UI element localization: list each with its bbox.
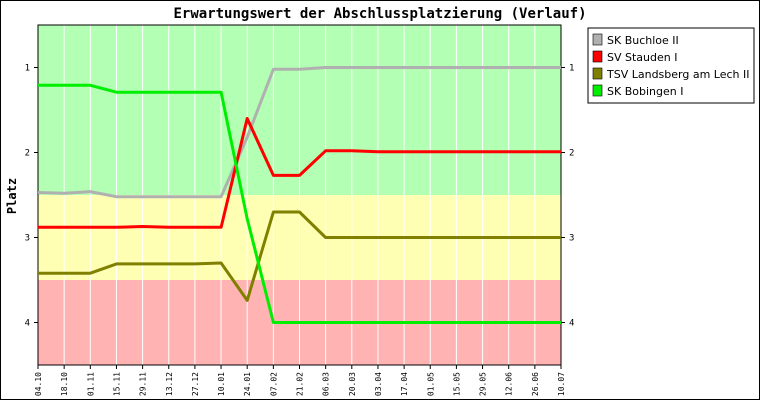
x-tick-label: 29.11 xyxy=(139,372,148,396)
legend-swatch xyxy=(592,33,603,46)
series-line-1 xyxy=(38,117,561,229)
x-tick-label: 12.06 xyxy=(505,372,514,396)
legend-swatch xyxy=(592,84,603,97)
y-tick-label-left: 2 xyxy=(25,149,30,159)
x-axis-ticks: 04.10 18.10 01.11 15.11 29.11 13.12 27.12 10.01… xyxy=(34,365,566,396)
series-line-3 xyxy=(38,83,561,324)
x-tick-label: 21.02 xyxy=(296,372,305,396)
legend: SK Buchloe II SV Stauden I TSV Landsberg a… xyxy=(587,27,755,104)
y-axis-ticks: 1 1 2 2 3 3 4 4 xyxy=(25,64,575,329)
x-tick-label: 03.04 xyxy=(374,372,383,396)
series-lines xyxy=(37,66,561,324)
x-tick-label: 06.03 xyxy=(322,372,331,396)
x-tick-label: 07.02 xyxy=(269,372,278,396)
y-tick-label-right: 2 xyxy=(569,149,574,159)
y-tick-label-right: 4 xyxy=(569,319,574,329)
x-tick-label: 01.11 xyxy=(86,372,95,396)
y-tick-label-right: 1 xyxy=(569,64,574,74)
x-tick-label: 27.12 xyxy=(191,372,200,396)
x-tick-label: 01.05 xyxy=(426,372,435,396)
x-tick-label: 10.07 xyxy=(557,372,566,396)
x-tick-label: 17.04 xyxy=(400,372,409,396)
legend-swatch xyxy=(592,67,603,80)
x-tick-label: 13.12 xyxy=(165,372,174,396)
x-tick-label: 10.01 xyxy=(217,372,226,396)
legend-label: SK Bobingen I xyxy=(607,85,683,98)
y-tick-label-left: 4 xyxy=(25,319,30,329)
x-tick-label: 26.06 xyxy=(531,372,540,396)
x-tick-label: 15.05 xyxy=(452,372,461,396)
x-tick-label: 29.05 xyxy=(479,372,488,396)
y-axis-label: Platz xyxy=(5,178,19,214)
x-gridlines xyxy=(37,25,562,365)
series-line-2 xyxy=(38,210,561,302)
x-tick-label: 15.11 xyxy=(112,372,121,396)
legend-label: TSV Landsberg am Lech II xyxy=(606,68,750,81)
y-tick-label-right: 3 xyxy=(569,234,574,244)
x-tick-label: 20.03 xyxy=(348,372,357,396)
x-tick-label: 04.10 xyxy=(34,372,43,396)
chart-title: Erwartungswert der Abschlussplatzierung … xyxy=(173,6,586,22)
legend-box xyxy=(587,27,755,104)
legend-label: SK Buchloe II xyxy=(607,34,679,47)
y-tick-label-left: 1 xyxy=(25,64,30,74)
x-tick-label: 24.01 xyxy=(243,372,252,396)
legend-label: SV Stauden I xyxy=(607,51,677,64)
series-line-0 xyxy=(37,66,561,199)
y-tick-label-left: 3 xyxy=(25,234,30,244)
legend-swatch xyxy=(592,50,603,63)
x-tick-label: 18.10 xyxy=(60,372,69,396)
